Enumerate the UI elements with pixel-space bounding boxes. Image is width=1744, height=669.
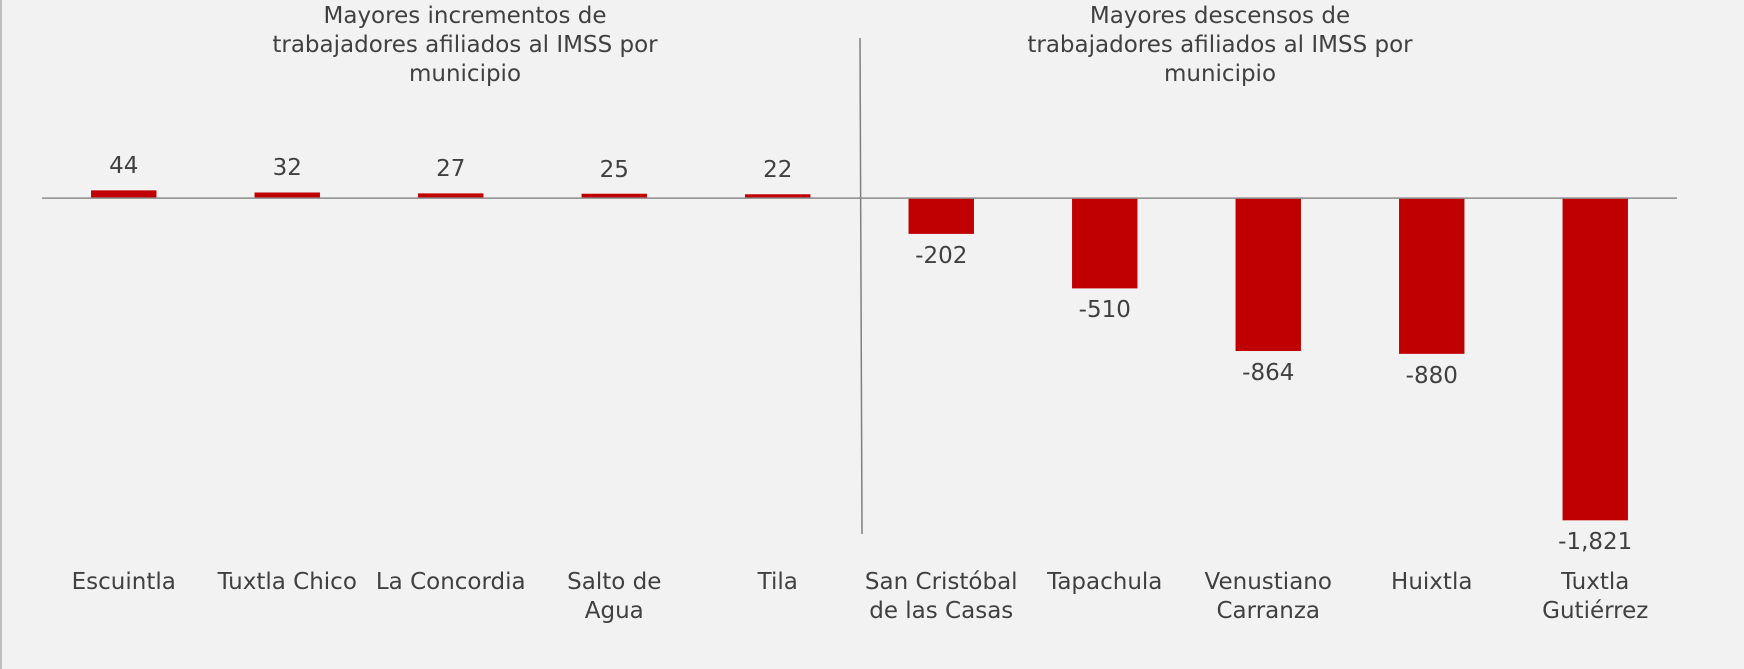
x-tick-label: Salto de Agua: [567, 569, 662, 624]
x-tick-label: Venustiano Carranza: [1204, 569, 1332, 624]
x-tick-label: Tuxtla Gutiérrez: [1542, 569, 1649, 624]
annotation: Mayores incrementos de trabajadores afil…: [272, 3, 658, 87]
data-label: -880: [1405, 362, 1458, 389]
data-label: -1,821: [1558, 529, 1633, 556]
x-tick-label: Escuintla: [71, 569, 176, 595]
x-tick-label: Tapachula: [1047, 569, 1163, 595]
bar: [581, 193, 647, 199]
x-tick-label: San Cristóbal de las Casas: [864, 569, 1018, 624]
data-label: -510: [1078, 297, 1131, 324]
bar: [908, 198, 974, 234]
data-label: 27: [436, 156, 466, 183]
data-label: 25: [599, 156, 629, 183]
x-tick-label: Tuxtla Chico: [217, 569, 357, 595]
bar: [91, 190, 157, 199]
annotation: Mayores descensos de trabajadores afilia…: [1027, 3, 1413, 87]
divider: [859, 37, 863, 535]
x-tick-label: La Concordia: [375, 569, 526, 595]
data-label: -864: [1242, 360, 1295, 386]
data-label: -202: [915, 242, 968, 269]
data-label: 22: [763, 157, 793, 184]
bar: [1399, 198, 1465, 354]
x-tick-label: Huixtla: [1391, 569, 1473, 595]
bar: [1072, 198, 1138, 289]
x-tick-label: Tila: [757, 569, 798, 595]
bar: [1235, 198, 1301, 352]
bar: [418, 193, 484, 199]
data-label: 44: [109, 153, 139, 180]
bar: [1562, 198, 1628, 521]
data-label: 32: [272, 155, 302, 182]
bar: [254, 192, 320, 199]
bar: [745, 194, 811, 199]
